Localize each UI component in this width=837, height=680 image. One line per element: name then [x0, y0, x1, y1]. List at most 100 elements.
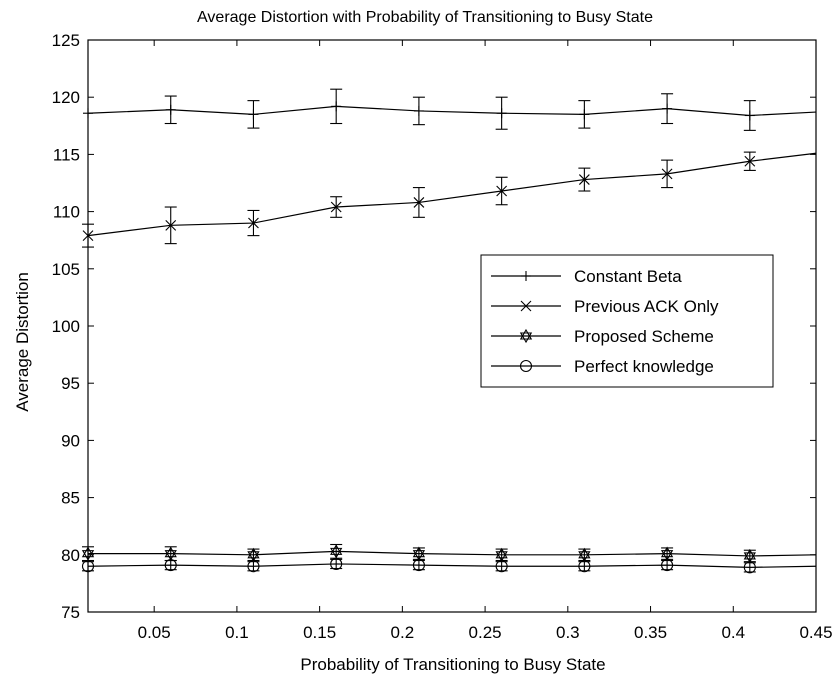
plot-area: 75 80 85 90 95 100 105 110 115 120 125 0.05 0.1 0.15 0… [52, 31, 833, 642]
legend-item: Constant Beta [491, 267, 682, 286]
data-point [165, 104, 176, 115]
data-point [330, 557, 343, 571]
data-point [412, 559, 425, 572]
x-tick-label: 0.3 [556, 623, 580, 642]
data-point [661, 168, 673, 180]
x-tick-label: 0.1 [225, 623, 249, 642]
data-point [578, 174, 590, 185]
x-tick-label: 0.45 [799, 623, 832, 642]
marker-stroke [578, 560, 591, 573]
marker-stroke [412, 559, 425, 572]
data-point [83, 108, 93, 119]
legend-label: Proposed Scheme [574, 327, 714, 346]
data-point [413, 105, 424, 116]
x-axis-label: Probability of Transitioning to Busy Sta… [300, 655, 605, 674]
data-point [744, 155, 756, 167]
marker-stroke [519, 328, 533, 340]
marker-stroke [164, 559, 177, 572]
y-tick-label: 85 [61, 489, 80, 508]
legend-label: Constant Beta [574, 267, 682, 286]
legend-label: Previous ACK Only [574, 297, 719, 316]
data-point [660, 546, 674, 561]
y-tick-label: 105 [52, 260, 80, 279]
series-line [88, 550, 817, 557]
x-tick-label: 0.15 [303, 623, 336, 642]
data-point [496, 108, 507, 119]
marker-stroke [165, 219, 177, 231]
data-point [330, 544, 343, 559]
legend: Constant Beta Previous ACK Only Proposed S… [480, 254, 774, 388]
data-point [412, 546, 426, 561]
data-point [661, 559, 674, 572]
marker-stroke [330, 201, 342, 213]
legend-marker [520, 300, 532, 312]
y-tick-label: 120 [52, 88, 80, 107]
marker-stroke [520, 300, 532, 312]
marker-stroke [661, 559, 674, 572]
x-tick-label: 0.25 [469, 623, 502, 642]
data-point [496, 185, 508, 197]
x-tick-label: 0.2 [391, 623, 415, 642]
chart-title: Average Distortion with Probability of T… [197, 9, 653, 26]
marker-stroke [744, 155, 756, 167]
marker-stroke [519, 359, 533, 373]
marker-stroke [495, 547, 508, 559]
series-previous-ack-only [82, 151, 817, 248]
marker-stroke [578, 551, 591, 562]
marker-stroke [81, 560, 95, 573]
series-proposed-scheme [81, 543, 817, 564]
data-point [579, 109, 590, 120]
data-point [82, 230, 94, 242]
marker-stroke [496, 185, 508, 197]
legend-item: Perfect knowledge [491, 357, 714, 376]
data-point [81, 546, 95, 561]
marker-stroke [660, 546, 674, 558]
marker-stroke [330, 557, 343, 571]
legend-marker [519, 328, 533, 344]
marker-stroke [330, 544, 343, 555]
data-point [662, 103, 673, 114]
marker-stroke [247, 551, 260, 562]
data-point [578, 547, 591, 562]
marker-stroke [247, 560, 260, 573]
data-point [330, 201, 342, 213]
data-point [744, 110, 755, 121]
data-point [578, 560, 591, 573]
data-point [247, 560, 260, 573]
marker-stroke [743, 561, 756, 574]
y-axis-label: Average Distortion [13, 272, 32, 412]
data-point [248, 109, 259, 120]
marker-stroke [82, 230, 94, 242]
data-point [331, 101, 342, 112]
data-point [248, 217, 259, 229]
data-point [247, 547, 260, 562]
legend-marker [521, 271, 531, 281]
legend-marker [519, 359, 533, 373]
legend-item: Proposed Scheme [491, 327, 714, 346]
y-tick-label: 75 [61, 603, 80, 622]
marker-stroke [495, 551, 508, 562]
marker-stroke [661, 168, 673, 180]
marker-stroke [81, 546, 95, 558]
marker-stroke [412, 546, 426, 558]
x-tick-label: 0.05 [138, 623, 171, 642]
data-point [164, 559, 177, 572]
series-perfect-knowledge [81, 557, 817, 574]
marker-stroke [519, 332, 533, 344]
legend-label: Perfect knowledge [574, 357, 714, 376]
x-tick-label: 0.4 [721, 623, 745, 642]
series-line [87, 563, 817, 568]
y-tick-label: 80 [61, 546, 80, 565]
data-point [495, 547, 508, 562]
y-tick-label: 115 [53, 145, 80, 164]
data-point [413, 197, 425, 208]
marker-stroke [81, 550, 95, 561]
legend-item: Previous ACK Only [491, 297, 719, 316]
y-tick-label: 100 [52, 317, 80, 336]
marker-stroke [495, 560, 508, 573]
legend-box [480, 254, 774, 388]
marker-stroke [330, 547, 343, 559]
y-tick-label: 125 [52, 31, 80, 50]
data-point [495, 560, 508, 573]
